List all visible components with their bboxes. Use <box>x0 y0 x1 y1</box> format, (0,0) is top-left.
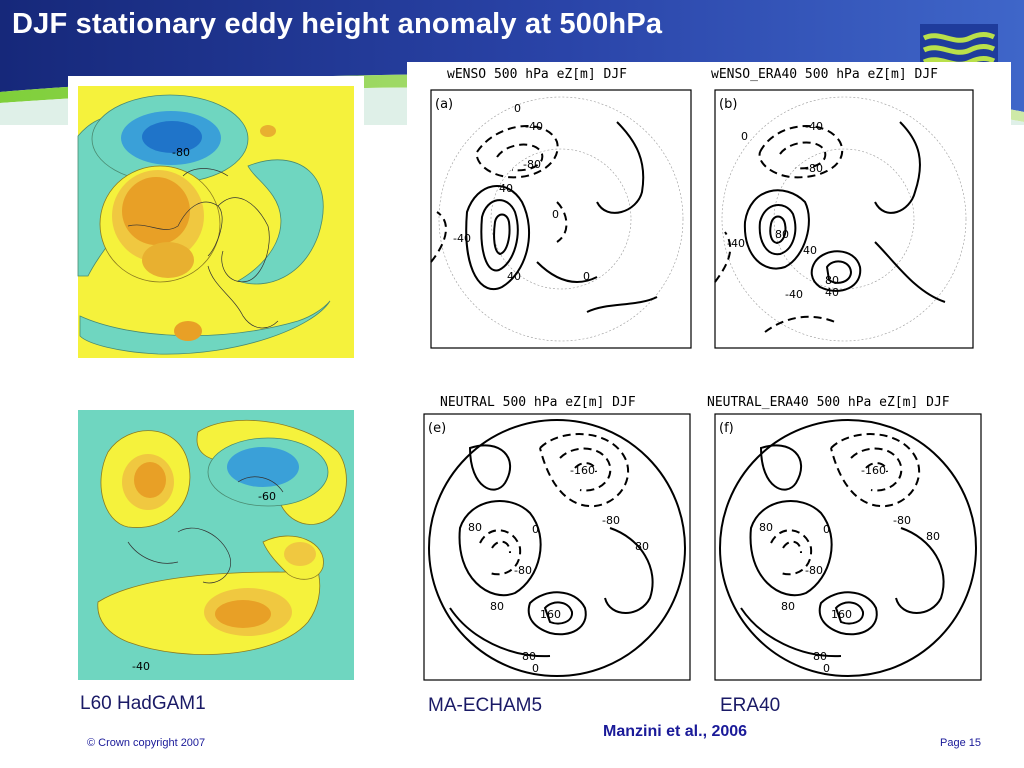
slide-title: DJF stationary eddy height anomaly at 50… <box>12 8 663 40</box>
plot-title: NEUTRAL 500 hPa eZ[m] DJF <box>440 395 636 410</box>
contour-label: 40 <box>803 244 817 257</box>
contour-label: 80 <box>813 650 827 663</box>
plot-title: wENSO_ERA40 500 hPa eZ[m] DJF <box>711 67 938 82</box>
citation: Manzini et al., 2006 <box>603 723 748 740</box>
panel-letter: (e) <box>428 421 446 436</box>
contour-label: 80 <box>759 521 773 534</box>
plot-title: wENSO 500 hPa eZ[m] DJF <box>447 67 627 82</box>
contour-label: -40 <box>727 237 745 250</box>
plot-title: NEUTRAL_ERA40 500 hPa eZ[m] DJF <box>707 395 950 410</box>
page-number: Page 15 <box>940 737 981 749</box>
contour-label: 0 <box>532 662 539 675</box>
contour-label: -80 <box>602 514 620 527</box>
contour-label: 40 <box>507 270 521 283</box>
contour-label: 0 <box>514 102 521 115</box>
contour-label: 0 <box>552 208 559 221</box>
hadgam-map-top: -80 <box>68 76 364 362</box>
contour-label: -80 <box>172 146 190 159</box>
contour-label: 80 <box>781 600 795 613</box>
panel-b-wenso-era40: wENSO_ERA40 500 hPa eZ[m] DJF (b) -40 0 … <box>705 62 1011 358</box>
contour-label: -80 <box>805 564 823 577</box>
contour-label: 40 <box>825 286 839 299</box>
contour-label: -40 <box>453 232 471 245</box>
contour-label: 80 <box>522 650 536 663</box>
panel-e-neutral-echam5: NEUTRAL 500 hPa eZ[m] DJF (e) -160 -80 8… <box>410 388 700 688</box>
contour-label: -40 <box>132 660 150 673</box>
contour-label: -80 <box>523 158 541 171</box>
label-echam: MA-ECHAM5 <box>428 695 543 716</box>
contour-label: 80 <box>775 228 789 241</box>
contour-label: -160 <box>570 464 595 477</box>
contour-label: 80 <box>468 521 482 534</box>
contour-label: 0 <box>532 523 539 536</box>
panel-letter: (f) <box>719 421 734 436</box>
contour-label: 80 <box>926 530 940 543</box>
contour-label: -80 <box>893 514 911 527</box>
contour-label: 0 <box>823 523 830 536</box>
label-era: ERA40 <box>720 695 781 716</box>
contour-label: 0 <box>741 130 748 143</box>
contour-label: -40 <box>805 120 823 133</box>
panel-letter: (a) <box>435 97 453 112</box>
contour-label: -60 <box>258 490 276 503</box>
contour-label: -80 <box>805 162 823 175</box>
contour-label: -40 <box>525 120 543 133</box>
contour-label: 40 <box>499 182 513 195</box>
contour-label: -40 <box>785 288 803 301</box>
contour-label: 80 <box>490 600 504 613</box>
contour-label: 160 <box>831 608 852 621</box>
contour-label: 0 <box>823 662 830 675</box>
contour-label: -160 <box>861 464 886 477</box>
panel-letter: (b) <box>719 97 737 112</box>
label-hadgam: L60 HadGAM1 <box>80 693 206 714</box>
contour-label: 160 <box>540 608 561 621</box>
panel-f-neutral-era40: NEUTRAL_ERA40 500 hPa eZ[m] DJF (f) -160… <box>703 388 1003 688</box>
copyright-footer: © Crown copyright 2007 <box>87 737 206 749</box>
hadgam-map-bottom: -60 -40 <box>68 402 364 688</box>
contour-label: 80 <box>825 274 839 287</box>
contour-label: 0 <box>583 270 590 283</box>
contour-label: 80 <box>635 540 649 553</box>
contour-label: -80 <box>514 564 532 577</box>
panel-a-wenso-echam5: wENSO 500 hPa eZ[m] DJF (a) 0 -40 -80 40… <box>407 62 705 358</box>
